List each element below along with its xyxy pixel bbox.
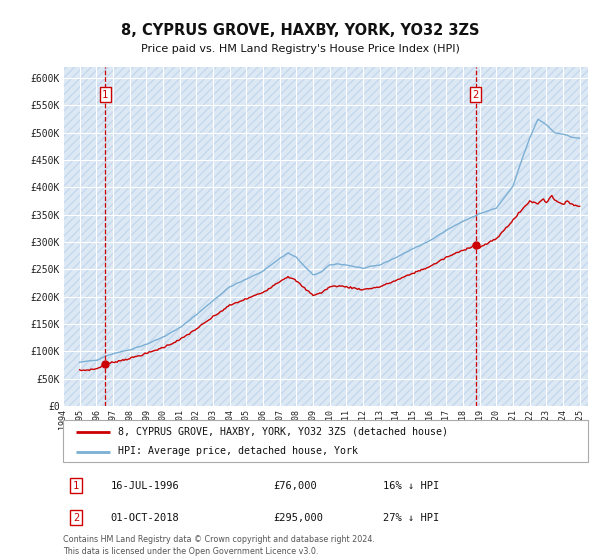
Text: 2: 2 — [472, 90, 479, 100]
Text: This data is licensed under the Open Government Licence v3.0.: This data is licensed under the Open Gov… — [63, 547, 319, 556]
Text: 8, CYPRUS GROVE, HAXBY, YORK, YO32 3ZS: 8, CYPRUS GROVE, HAXBY, YORK, YO32 3ZS — [121, 24, 479, 38]
Text: Contains HM Land Registry data © Crown copyright and database right 2024.: Contains HM Land Registry data © Crown c… — [63, 535, 375, 544]
Text: £76,000: £76,000 — [273, 480, 317, 491]
Text: 16% ↓ HPI: 16% ↓ HPI — [383, 480, 439, 491]
Text: HPI: Average price, detached house, York: HPI: Average price, detached house, York — [118, 446, 358, 456]
Text: 27% ↓ HPI: 27% ↓ HPI — [383, 513, 439, 523]
Text: 1: 1 — [102, 90, 109, 100]
Text: Price paid vs. HM Land Registry's House Price Index (HPI): Price paid vs. HM Land Registry's House … — [140, 44, 460, 54]
Text: 01-OCT-2018: 01-OCT-2018 — [110, 513, 179, 523]
Text: 16-JUL-1996: 16-JUL-1996 — [110, 480, 179, 491]
Text: 8, CYPRUS GROVE, HAXBY, YORK, YO32 3ZS (detached house): 8, CYPRUS GROVE, HAXBY, YORK, YO32 3ZS (… — [118, 427, 448, 437]
Text: £295,000: £295,000 — [273, 513, 323, 523]
Text: 2: 2 — [73, 513, 79, 523]
Text: 1: 1 — [73, 480, 79, 491]
